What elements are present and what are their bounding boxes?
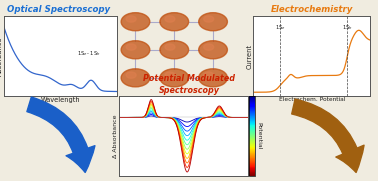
Text: 1S$_e$- 1S$_h$: 1S$_e$- 1S$_h$ bbox=[77, 49, 101, 58]
Circle shape bbox=[165, 16, 175, 22]
Circle shape bbox=[160, 13, 189, 31]
FancyArrowPatch shape bbox=[292, 99, 364, 172]
Text: Optical Spectroscopy: Optical Spectroscopy bbox=[7, 5, 110, 14]
Text: Potential Modulated
Spectroscopy: Potential Modulated Spectroscopy bbox=[143, 74, 235, 94]
Circle shape bbox=[121, 13, 150, 31]
Circle shape bbox=[121, 69, 150, 87]
Circle shape bbox=[165, 44, 175, 50]
FancyArrowPatch shape bbox=[27, 97, 95, 172]
Circle shape bbox=[204, 16, 214, 22]
X-axis label: Electrochem. Potential: Electrochem. Potential bbox=[279, 97, 345, 102]
Circle shape bbox=[160, 41, 189, 59]
Circle shape bbox=[121, 41, 150, 59]
Circle shape bbox=[126, 72, 136, 78]
Circle shape bbox=[199, 13, 228, 31]
Circle shape bbox=[199, 41, 228, 59]
Y-axis label: Δ Absorbance: Δ Absorbance bbox=[113, 114, 118, 157]
X-axis label: Wavelength: Wavelength bbox=[41, 97, 80, 103]
Y-axis label: Current: Current bbox=[246, 44, 253, 69]
Circle shape bbox=[165, 72, 175, 78]
Circle shape bbox=[126, 44, 136, 50]
Circle shape bbox=[160, 69, 189, 87]
Y-axis label: Potential: Potential bbox=[257, 122, 262, 150]
Y-axis label: Absorbance: Absorbance bbox=[0, 36, 3, 76]
Circle shape bbox=[204, 72, 214, 78]
Circle shape bbox=[204, 44, 214, 50]
Circle shape bbox=[199, 69, 228, 87]
Text: 1S$_e$: 1S$_e$ bbox=[275, 24, 286, 32]
Text: 1S$_h$: 1S$_h$ bbox=[342, 24, 352, 32]
Text: Electrochemistry: Electrochemistry bbox=[271, 5, 353, 14]
Circle shape bbox=[126, 16, 136, 22]
